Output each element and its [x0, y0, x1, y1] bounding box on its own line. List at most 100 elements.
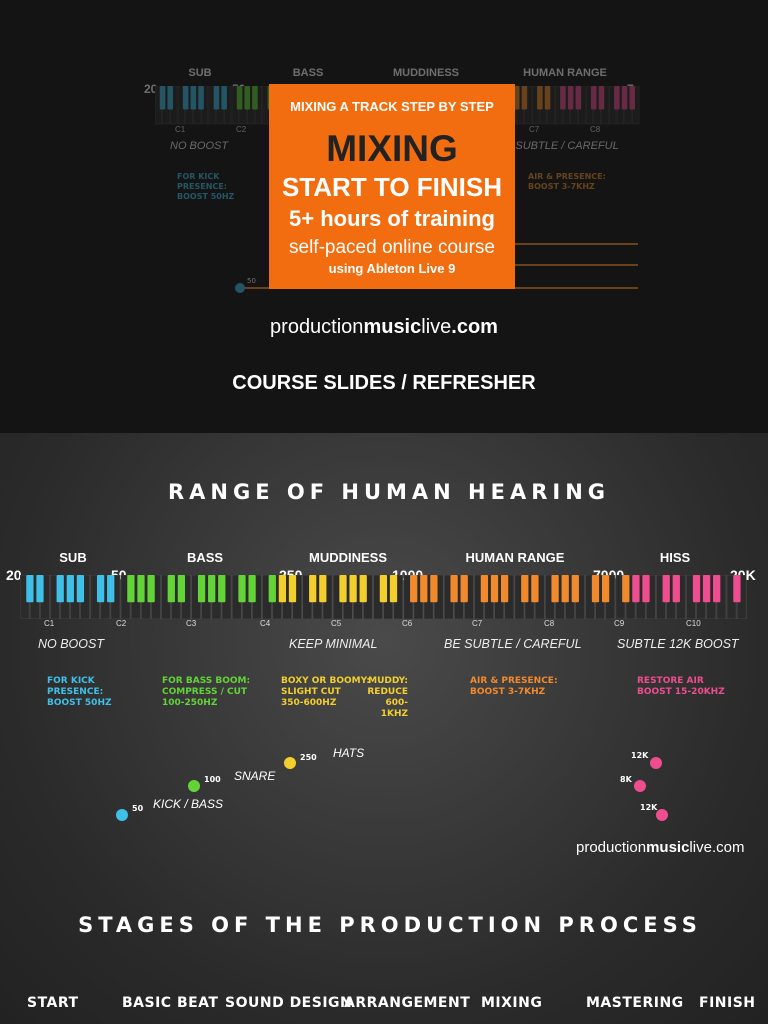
white-key: [593, 86, 601, 125]
black-key: [622, 575, 630, 603]
range-kick-end-dot: [656, 809, 668, 821]
black-key: [190, 86, 197, 110]
course-banner: MIXING A TRACK STEP BY STEP MIXING START…: [269, 84, 515, 289]
piano-keyboard: [20, 575, 747, 619]
stage-mixing: MIXING: [481, 995, 543, 1011]
octave-c5: C5: [331, 619, 342, 628]
hearing-title: RANGE OF HUMAN HEARING: [167, 480, 611, 504]
black-key: [460, 575, 468, 603]
range-snare-start: 100: [204, 775, 221, 784]
black-key: [537, 86, 543, 110]
black-key: [544, 86, 551, 110]
ghost-desc-no-boost: NO BOOST: [170, 140, 229, 152]
ghost-band-sub: SUB: [188, 67, 212, 79]
black-key: [76, 575, 85, 603]
white-key: [547, 86, 555, 125]
black-key: [713, 575, 721, 603]
black-key: [288, 575, 297, 603]
white-key: [539, 86, 547, 125]
black-key: [177, 575, 186, 603]
desc-keep-minimal: KEEP MINIMAL: [289, 637, 378, 651]
banner-hours: 5+ hours of training: [289, 206, 495, 231]
range-kick-start-dot: [116, 809, 128, 821]
ghost-octave-c2: C2: [236, 125, 247, 134]
black-key: [480, 575, 489, 603]
white-key: [570, 86, 578, 125]
ghost-freq-7000: 7: [627, 82, 634, 96]
black-key: [248, 575, 256, 603]
black-key: [551, 575, 559, 603]
white-key: [585, 86, 594, 125]
ghost-octave-c7: C7: [529, 125, 540, 134]
tip-muddy: MUDDY: REDUCE 600-1KHZ: [367, 676, 408, 719]
white-key: [193, 86, 201, 125]
white-key: [231, 86, 239, 125]
black-key: [571, 575, 579, 603]
white-key: [185, 86, 193, 125]
octave-c3: C3: [186, 619, 197, 628]
range-hats-end: 12K: [631, 751, 649, 760]
black-key: [591, 575, 600, 603]
octave-c10: C10: [686, 619, 701, 628]
black-key: [319, 575, 327, 603]
black-key: [614, 86, 620, 110]
black-key: [278, 575, 287, 603]
black-key: [561, 575, 569, 603]
tip-restore-air: RESTORE AIR BOOST 15-20KHZ: [637, 676, 725, 697]
octave-c1: C1: [44, 619, 55, 628]
white-key: [601, 86, 609, 125]
white-key: [170, 86, 178, 125]
stage-arrangement: ARRANGEMENT: [344, 995, 471, 1011]
banner-tagline: MIXING A TRACK STEP BY STEP: [290, 99, 494, 114]
site-logo-top: productionmusiclive.com: [270, 316, 498, 338]
black-key: [197, 575, 206, 603]
white-key: [624, 86, 632, 125]
black-key: [702, 575, 711, 603]
course-slide-section: SUB BASS MUDDINESS HUMAN RANGE 20 50 7 C…: [0, 0, 768, 433]
black-key: [252, 86, 258, 110]
white-key: [224, 86, 232, 125]
black-key: [218, 575, 226, 603]
freq-20: 20: [6, 567, 22, 583]
white-key: [216, 86, 224, 125]
white-key: [524, 86, 532, 125]
tip-boxy-boomy: BOXY OR BOOMY: SLIGHT CUT 350-600HZ: [281, 676, 370, 708]
black-key: [692, 575, 701, 603]
ghost-octave-c8: C8: [590, 125, 601, 134]
banner-subtitle: START TO FINISH: [281, 172, 503, 202]
black-key: [147, 575, 155, 603]
white-key: [555, 86, 563, 125]
band-muddiness: MUDDINESS: [308, 550, 387, 565]
range-hats: 250 HATS 12K: [284, 746, 662, 769]
black-key: [531, 575, 539, 603]
black-key: [601, 575, 610, 603]
black-key: [672, 575, 680, 603]
black-key: [182, 86, 189, 110]
white-key: [247, 86, 255, 125]
ghost-band-muddiness: MUDDINESS: [392, 67, 459, 79]
banner-using-ableton: using Ableton Live 9: [328, 261, 456, 276]
black-key: [379, 575, 388, 603]
range-hats-start-dot: [284, 757, 296, 769]
white-key: [578, 86, 586, 125]
ghost-band-human-range: HUMAN RANGE: [523, 67, 607, 79]
band-bass: BASS: [186, 550, 224, 565]
stage-start: START: [27, 995, 79, 1011]
white-key: [616, 86, 624, 125]
stage-finish: FINISH: [699, 995, 756, 1011]
black-key: [490, 575, 499, 603]
octave-c6: C6: [402, 619, 413, 628]
ghost-band-bass: BASS: [292, 67, 324, 79]
black-key: [420, 575, 428, 603]
ghost-desc-careful: E SUBTLE / CAREFUL: [505, 140, 619, 152]
black-key: [662, 575, 670, 603]
band-sub: SUB: [59, 550, 87, 565]
ghost-octave-c1: C1: [175, 125, 186, 134]
octave-c4: C4: [260, 619, 271, 628]
desc-be-subtle: BE SUBTLE / CAREFUL: [444, 637, 582, 651]
black-key: [430, 575, 438, 603]
desc-subtle-12k: SUBTLE 12K BOOST: [617, 637, 739, 651]
course-slides-label: COURSE SLIDES / REFRESHER: [232, 372, 536, 394]
black-key: [213, 86, 220, 110]
black-key: [560, 86, 566, 110]
